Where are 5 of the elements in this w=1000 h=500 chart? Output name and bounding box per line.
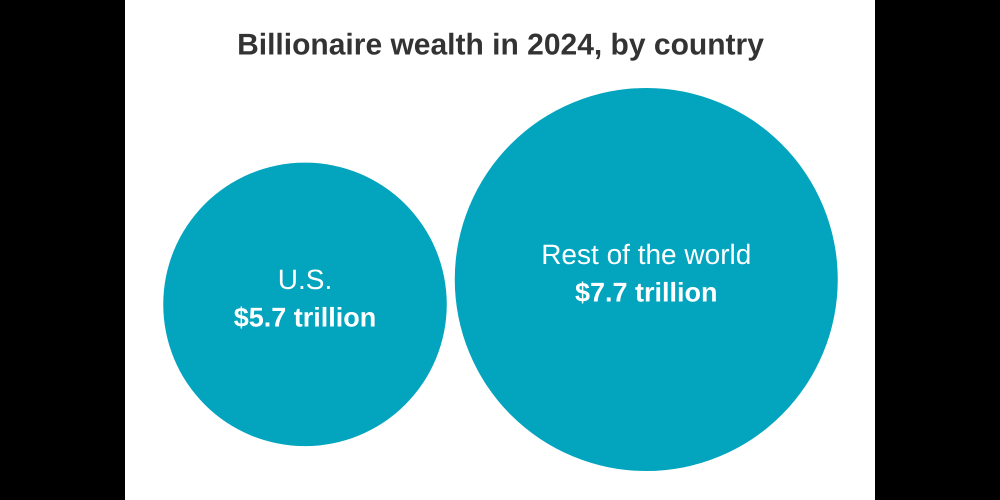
text: Billionaire wealth in 2024, by country <box>237 28 764 62</box>
category-label: Rest of the world <box>541 239 752 270</box>
data-label: $7.7 trillion <box>574 278 718 308</box>
data-label: $5.7 trillion <box>234 302 376 332</box>
category-label: U.S. <box>278 264 332 295</box>
